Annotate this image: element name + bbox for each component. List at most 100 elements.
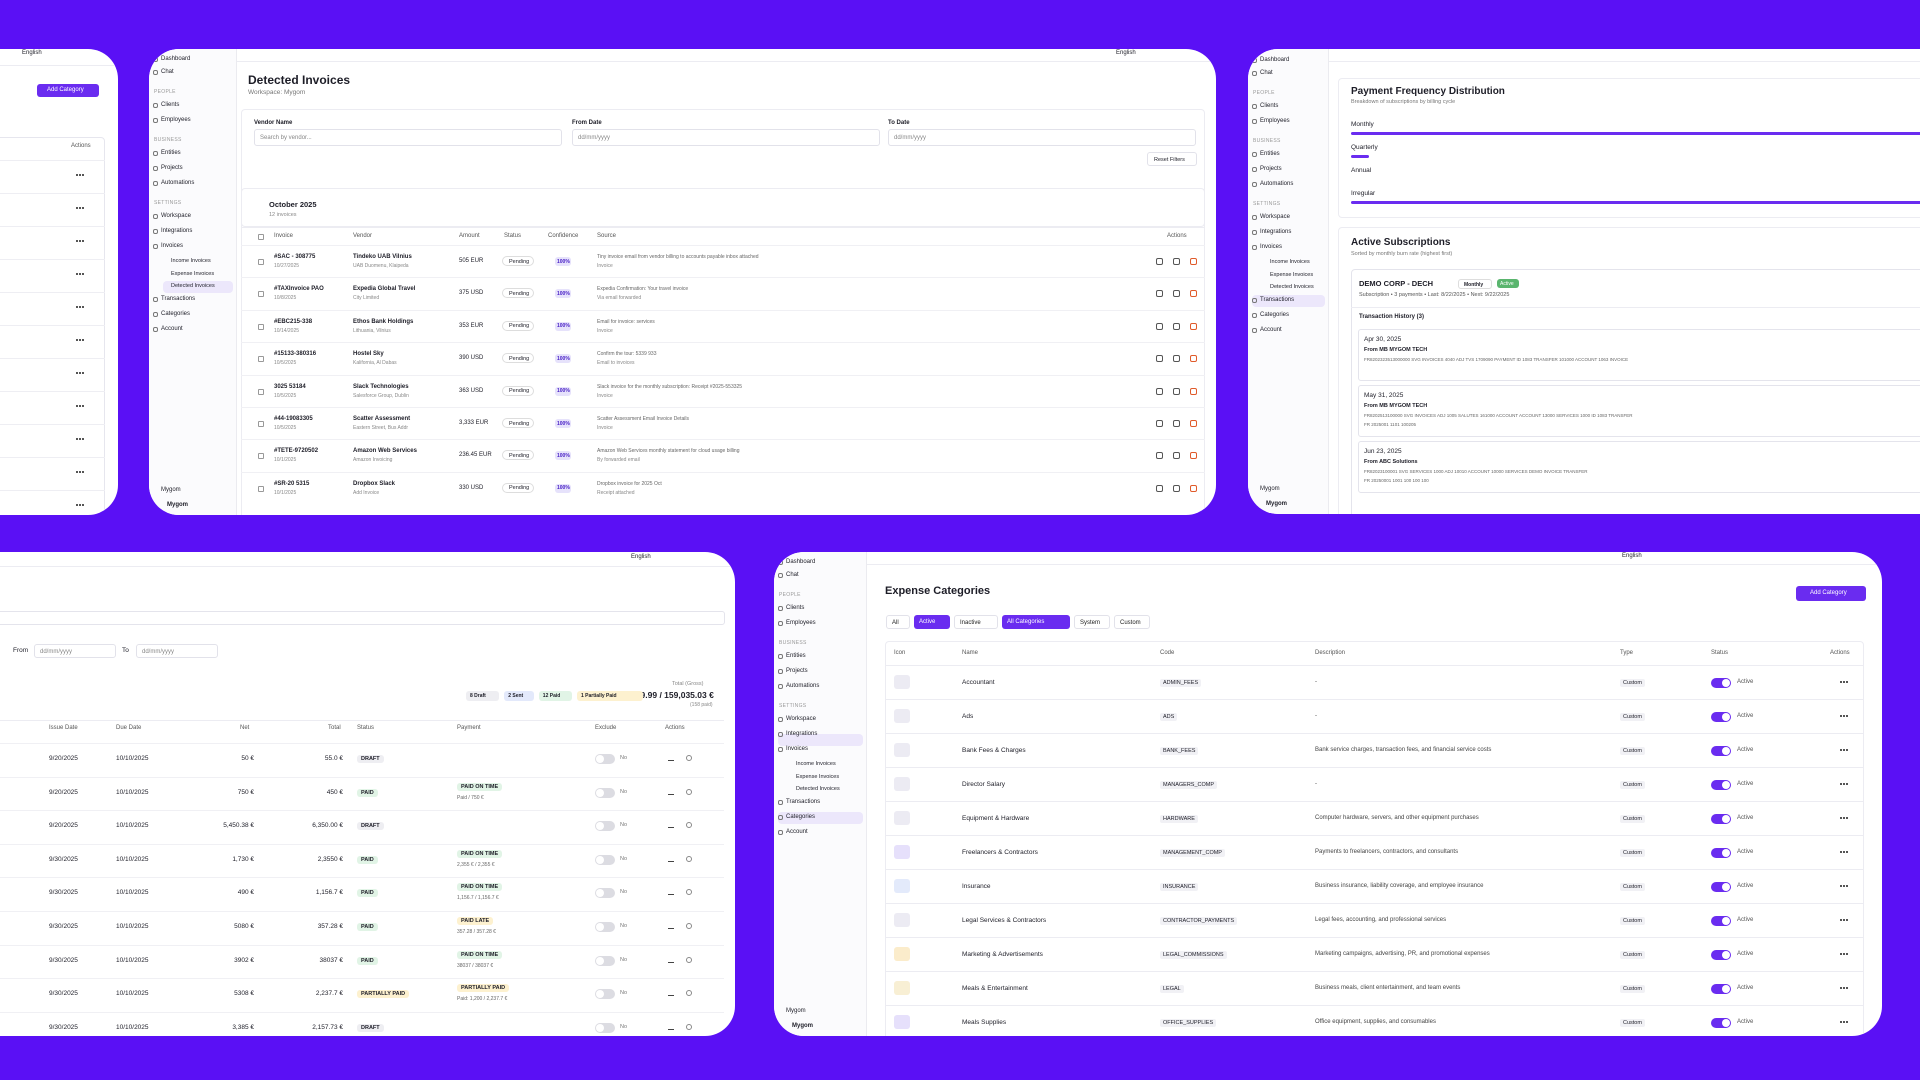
row-action[interactable] (1173, 452, 1180, 460)
nav-item[interactable]: Dashboard (1260, 57, 1290, 63)
download-action[interactable] (668, 990, 674, 997)
row-menu[interactable] (1840, 783, 1848, 785)
nav-item[interactable]: Clients (161, 102, 180, 108)
download-action[interactable] (668, 957, 674, 963)
status-toggle[interactable] (1711, 814, 1731, 824)
nav-item[interactable]: Automations (786, 683, 820, 689)
language-select[interactable]: English (1116, 50, 1136, 56)
delete-action[interactable] (686, 923, 692, 929)
row-checkbox[interactable] (258, 291, 264, 298)
language-select[interactable]: English (22, 50, 42, 56)
row-action[interactable] (1190, 258, 1197, 265)
row-action[interactable] (1156, 420, 1163, 427)
nav-subitem[interactable]: Detected Invoices (796, 786, 840, 792)
workspace-switcher[interactable]: Mygom (786, 1008, 806, 1014)
row-action[interactable] (1190, 387, 1197, 395)
row-menu[interactable] (1840, 851, 1848, 853)
nav-item[interactable]: Categories (786, 813, 816, 820)
download-action[interactable] (668, 789, 674, 795)
nav-subitem[interactable]: Income Invoices (171, 258, 211, 264)
nav-item[interactable]: Categories (161, 310, 191, 317)
nav-item[interactable]: Chat (161, 69, 174, 75)
delete-action[interactable] (686, 755, 692, 761)
nav-item[interactable]: Entities (786, 653, 806, 659)
nav-item[interactable]: Automations (1260, 181, 1294, 187)
status-toggle[interactable] (1711, 950, 1731, 960)
nav-item[interactable]: Entities (161, 150, 181, 156)
row-checkbox[interactable] (258, 453, 264, 460)
nav-item[interactable]: Employees (786, 620, 816, 626)
row-checkbox[interactable] (258, 356, 264, 363)
row-action[interactable] (1156, 484, 1163, 492)
nav-subitem[interactable]: Expense Invoices (796, 773, 840, 780)
status-toggle[interactable] (1711, 882, 1731, 892)
language-select[interactable]: English (1622, 553, 1642, 559)
download-action[interactable] (668, 923, 674, 929)
filter-tab[interactable]: System (1074, 615, 1110, 629)
filter-input[interactable]: dd/mm/yyyy (888, 129, 1196, 146)
nav-item[interactable]: Integrations (1260, 229, 1292, 235)
exclude-toggle[interactable] (595, 955, 615, 966)
row-action[interactable] (1156, 258, 1163, 265)
row-menu[interactable] (1840, 715, 1848, 717)
row-menu[interactable] (1840, 953, 1848, 955)
row-action[interactable] (1156, 355, 1163, 363)
row-menu[interactable] (1840, 987, 1848, 989)
nav-item[interactable]: Employees (161, 117, 191, 123)
nav-item[interactable]: Dashboard (786, 559, 816, 565)
row-checkbox[interactable] (258, 259, 264, 265)
nav-item[interactable]: Invoices (1260, 244, 1283, 250)
nav-item[interactable]: Employees (1260, 118, 1290, 124)
row-checkbox[interactable] (258, 485, 264, 492)
filter-input[interactable]: Search by vendor... (254, 129, 562, 146)
exclude-toggle[interactable] (595, 754, 615, 764)
delete-action[interactable] (686, 956, 692, 963)
date-input[interactable]: dd/mm/yyyy (34, 644, 116, 658)
download-action[interactable] (668, 822, 674, 829)
filter-tab[interactable]: All (886, 615, 910, 629)
exclude-toggle[interactable] (595, 888, 615, 899)
nav-item[interactable]: Clients (1260, 103, 1279, 109)
nav-item[interactable]: Clients (786, 605, 805, 611)
exclude-toggle[interactable] (595, 787, 615, 798)
workspace-switcher[interactable]: Mygom (1260, 486, 1280, 492)
exclude-toggle[interactable] (595, 854, 615, 865)
delete-action[interactable] (686, 855, 692, 862)
add-category-button[interactable]: Add Category (1796, 586, 1866, 601)
filter-tab[interactable]: Active (914, 615, 950, 629)
nav-item[interactable]: Projects (161, 165, 183, 171)
row-menu[interactable] (1840, 681, 1848, 683)
row-action[interactable] (1190, 355, 1197, 363)
status-toggle[interactable] (1711, 916, 1731, 926)
row-action[interactable] (1190, 322, 1197, 330)
nav-item[interactable]: Integrations (161, 228, 193, 234)
nav-item[interactable]: Account (786, 828, 808, 835)
nav-item[interactable]: Integrations (786, 731, 818, 737)
download-action[interactable] (668, 856, 674, 862)
nav-item[interactable]: Entities (1260, 151, 1280, 157)
row-menu[interactable] (1840, 1021, 1848, 1023)
nav-subitem[interactable]: Expense Invoices (1270, 271, 1314, 278)
reset-filters-button[interactable]: Reset Filters (1147, 152, 1197, 166)
row-action[interactable] (1173, 322, 1180, 330)
nav-item[interactable]: Workspace (161, 213, 191, 219)
download-action[interactable] (668, 889, 674, 896)
nav-item[interactable]: Transactions (786, 798, 821, 805)
exclude-toggle[interactable] (595, 821, 615, 832)
nav-item[interactable]: Workspace (786, 716, 816, 722)
status-toggle[interactable] (1711, 984, 1731, 994)
delete-action[interactable] (686, 822, 692, 829)
exclude-toggle[interactable] (595, 1022, 615, 1033)
status-toggle[interactable] (1711, 678, 1731, 688)
nav-item[interactable]: Workspace (1260, 214, 1290, 220)
date-input[interactable]: dd/mm/yyyy (136, 644, 218, 658)
row-menu[interactable] (1840, 817, 1848, 819)
row-action[interactable] (1173, 258, 1180, 265)
row-checkbox[interactable] (258, 388, 264, 395)
nav-subitem[interactable]: Detected Invoices (1270, 284, 1314, 290)
download-action[interactable] (668, 755, 674, 761)
row-action[interactable] (1156, 452, 1163, 460)
row-action[interactable] (1190, 484, 1197, 492)
exclude-toggle[interactable] (595, 989, 615, 1000)
row-menu[interactable] (1840, 919, 1848, 921)
